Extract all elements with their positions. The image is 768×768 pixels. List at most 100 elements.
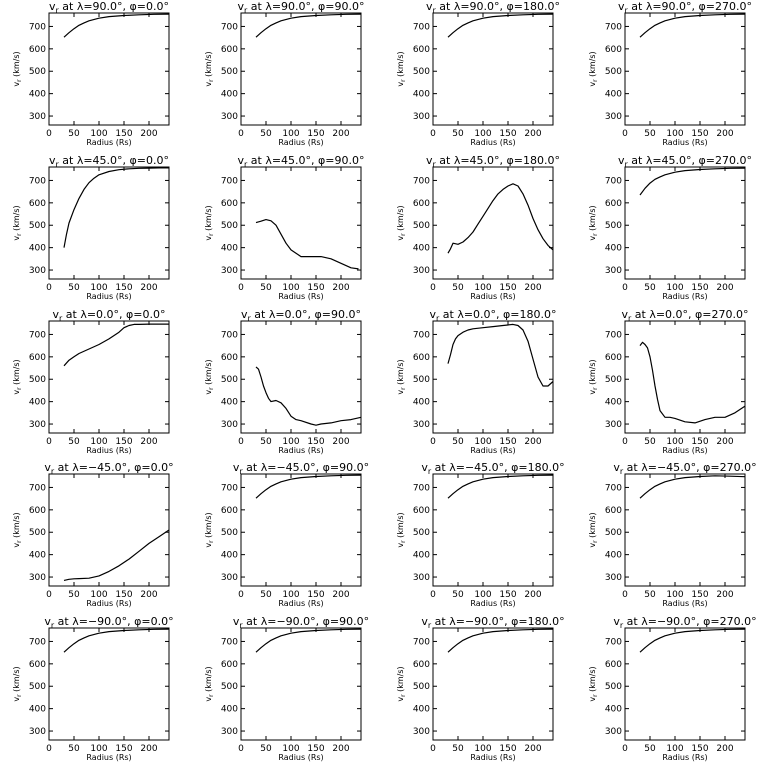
panel: vr at λ=90.0°, φ=90.0°0 50 100 150 200300400… (204, 0, 365, 147)
y-tick-label: 700 (605, 176, 622, 186)
var-symbol: v (204, 697, 213, 702)
plot-frame (240, 473, 362, 587)
y-tick-label: 500 (413, 682, 430, 692)
panel: vr at λ=0.0°, φ=0.0°0 50 100 150 20030040050… (12, 308, 170, 455)
y-tick-label: 600 (413, 353, 430, 363)
x-tick-label: 100 (474, 129, 491, 139)
x-tick-label: 100 (474, 590, 491, 600)
panel: vr at λ=90.0°, φ=0.0°0 50 100 150 2003004005… (12, 0, 170, 147)
y-tick-label: 500 (605, 221, 622, 231)
y-tick-label: 500 (29, 682, 46, 692)
y-axis-label-group: vr (km/s) (204, 512, 215, 547)
panel-title: vr at λ=−90.0°, φ=0.0° (44, 615, 173, 630)
var-symbol: v (618, 154, 625, 167)
x-tick-label: 0 (430, 283, 436, 293)
x-tick-label: 50 (68, 129, 80, 139)
x-tick-label: 200 (332, 744, 349, 754)
panel-title: vr at λ=45.0°, φ=0.0° (49, 154, 169, 169)
var-subscript: r (208, 233, 215, 236)
x-axis-label: Radius (Rs) (662, 753, 707, 762)
var-subscript: r (592, 387, 599, 390)
y-tick-label: 500 (29, 67, 46, 77)
var-subscript: r (400, 79, 407, 82)
var-subscript: r (51, 621, 55, 630)
x-tick-label: 100 (666, 283, 683, 293)
x-tick-label: 100 (282, 129, 299, 139)
y-tick-label: 400 (221, 551, 238, 561)
y-tick-label: 400 (29, 551, 46, 561)
series-line (255, 628, 362, 653)
x-tick-label: 100 (282, 744, 299, 754)
label-text: at λ=−90.0°, φ=0.0° (54, 615, 173, 628)
x-tick-label: 150 (691, 129, 708, 139)
y-tick-label: 500 (413, 375, 430, 385)
x-axis-label: Radius (Rs) (278, 446, 323, 455)
x-axis-label: Radius (Rs) (662, 446, 707, 455)
y-axis-label: vr (km/s) (12, 205, 23, 240)
y-tick-label: 700 (221, 22, 238, 32)
x-axis-label: Radius (Rs) (86, 446, 131, 455)
y-tick-label: 600 (605, 45, 622, 55)
label-text: (km/s) (204, 666, 213, 694)
x-tick-label: 150 (307, 437, 324, 447)
panel: vr at λ=−90.0°, φ=90.0°0 50 100 150 20030040… (204, 615, 369, 762)
var-symbol: v (613, 615, 620, 628)
var-symbol: v (613, 461, 620, 474)
y-axis-label: vr (km/s) (396, 51, 407, 86)
y-tick-label: 700 (413, 176, 430, 186)
var-subscript: r (208, 387, 215, 390)
label-text: at λ=45.0°, φ=0.0° (59, 154, 169, 167)
label-text: at λ=90.0°, φ=180.0° (436, 0, 560, 13)
panel: vr at λ=90.0°, φ=180.0°0 50 100 150 20030040… (396, 0, 560, 147)
var-symbol: v (588, 236, 597, 241)
panel-title: vr at λ=−90.0°, φ=90.0° (233, 615, 369, 630)
x-tick-label: 50 (260, 283, 272, 293)
var-subscript: r (436, 314, 440, 323)
y-tick-label: 400 (29, 90, 46, 100)
panel: vr at λ=45.0°, φ=180.0°0 50 100 150 20030040… (396, 154, 560, 301)
y-tick-label: 300 (29, 266, 46, 276)
y-tick-label: 700 (413, 330, 430, 340)
x-tick-label: 150 (691, 744, 708, 754)
x-tick-label: 200 (716, 437, 733, 447)
var-symbol: v (396, 697, 405, 702)
panel: vr at λ=90.0°, φ=270.0°0 50 100 150 20030040… (588, 0, 752, 147)
var-symbol: v (588, 543, 597, 548)
panel-title: vr at λ=−45.0°, φ=90.0° (233, 461, 369, 476)
x-tick-label: 50 (68, 744, 80, 754)
x-tick-label: 200 (140, 744, 157, 754)
y-axis-label: vr (km/s) (396, 512, 407, 547)
y-axis-label-group: vr (km/s) (588, 512, 599, 547)
label-text: (km/s) (12, 205, 21, 233)
x-tick-label: 150 (115, 590, 132, 600)
panel-title: vr at λ=45.0°, φ=270.0° (618, 154, 752, 169)
y-tick-label: 700 (29, 176, 46, 186)
plot-frame (624, 320, 746, 434)
var-subscript: r (620, 621, 624, 630)
var-symbol: v (52, 308, 59, 321)
var-symbol: v (421, 615, 428, 628)
plot-frame (48, 320, 170, 434)
var-subscript: r (428, 621, 432, 630)
y-tick-label: 300 (413, 420, 430, 430)
panel: vr at λ=−45.0°, φ=270.0°0 50 100 150 2003004… (588, 461, 757, 608)
label-text: (km/s) (588, 359, 597, 387)
var-subscript: r (208, 79, 215, 82)
var-symbol: v (396, 236, 405, 241)
y-tick-label: 400 (29, 244, 46, 254)
y-tick-label: 400 (221, 244, 238, 254)
y-tick-label: 300 (29, 573, 46, 583)
series-line (639, 167, 746, 196)
y-axis-label-group: vr (km/s) (588, 359, 599, 394)
panel-title: vr at λ=0.0°, φ=180.0° (429, 308, 556, 323)
y-tick-label: 700 (29, 483, 46, 493)
y-axis-label: vr (km/s) (396, 359, 407, 394)
panel: vr at λ=−45.0°, φ=90.0°0 50 100 150 20030040… (204, 461, 369, 608)
x-tick-label: 200 (524, 129, 541, 139)
y-tick-label: 300 (29, 112, 46, 122)
label-text: (km/s) (204, 359, 213, 387)
var-subscript: r (620, 467, 624, 476)
x-tick-label: 150 (307, 744, 324, 754)
y-tick-label: 400 (29, 398, 46, 408)
x-tick-label: 50 (644, 744, 656, 754)
